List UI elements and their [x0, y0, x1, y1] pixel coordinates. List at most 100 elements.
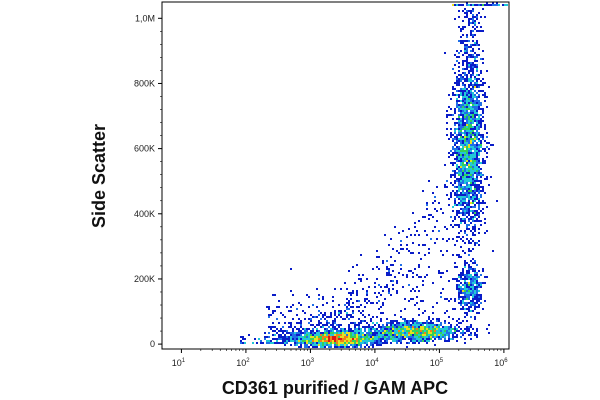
event-dot: [434, 326, 436, 328]
event-dot: [272, 322, 274, 324]
event-dot: [470, 218, 472, 220]
event-dot: [470, 144, 472, 146]
event-dot: [488, 4, 490, 6]
event-dot: [300, 304, 302, 306]
event-dot: [476, 138, 478, 140]
event-dot: [464, 202, 466, 204]
event-dot: [470, 22, 472, 24]
event-dot: [472, 192, 474, 194]
event-dot: [308, 306, 310, 308]
event-dot: [348, 334, 350, 336]
event-dot: [464, 262, 466, 264]
event-dot: [466, 124, 468, 126]
event-dot: [318, 334, 320, 336]
event-dot: [474, 298, 476, 300]
event-dot: [466, 74, 468, 76]
event-dot: [432, 332, 434, 334]
event-dot: [460, 204, 462, 206]
event-dot: [460, 142, 462, 144]
event-dot: [370, 334, 372, 336]
event-dot: [462, 106, 464, 108]
event-dot: [468, 264, 470, 266]
event-dot: [416, 332, 418, 334]
event-dot: [476, 130, 478, 132]
event-dot: [468, 90, 470, 92]
event-dot: [330, 312, 332, 314]
event-dot: [452, 190, 454, 192]
event-dot: [478, 124, 480, 126]
event-dot: [436, 334, 438, 336]
event-dot: [438, 230, 440, 232]
event-dot: [456, 90, 458, 92]
event-dot: [452, 308, 454, 310]
event-dot: [474, 262, 476, 264]
event-dot: [280, 336, 282, 338]
event-dot: [478, 174, 480, 176]
event-dot: [460, 296, 462, 298]
event-dot: [392, 320, 394, 322]
event-dot: [394, 340, 396, 342]
event-dot: [484, 82, 486, 84]
event-dot: [474, 58, 476, 60]
event-dot: [446, 240, 448, 242]
event-dot: [452, 138, 454, 140]
event-dot: [462, 164, 464, 166]
event-dot: [414, 268, 416, 270]
event-dot: [408, 338, 410, 340]
event-dot: [424, 334, 426, 336]
event-dot: [464, 126, 466, 128]
event-dot: [462, 334, 464, 336]
event-dot: [476, 198, 478, 200]
event-dot: [458, 302, 460, 304]
event-dot: [302, 342, 304, 344]
event-dot: [464, 220, 466, 222]
event-dot: [310, 330, 312, 332]
event-dot: [446, 298, 448, 300]
event-dot: [388, 336, 390, 338]
event-dot: [346, 336, 348, 338]
event-dot: [470, 98, 472, 100]
event-dot: [340, 332, 342, 334]
event-dot: [472, 72, 474, 74]
event-dot: [454, 150, 456, 152]
event-dot: [468, 268, 470, 270]
event-dot: [452, 336, 454, 338]
event-dot: [492, 250, 494, 252]
event-dot: [462, 198, 464, 200]
event-dot: [364, 328, 366, 330]
x-tick-label: 106: [494, 358, 508, 368]
event-dot: [316, 330, 318, 332]
event-dot: [462, 10, 464, 12]
event-dot: [474, 76, 476, 78]
event-dot: [366, 294, 368, 296]
event-dot: [468, 72, 470, 74]
event-dot: [456, 190, 458, 192]
event-dot: [462, 298, 464, 300]
event-dot: [412, 276, 414, 278]
event-dot: [460, 150, 462, 152]
event-dot: [466, 116, 468, 118]
event-dot: [480, 182, 482, 184]
event-dot: [466, 294, 468, 296]
event-dot: [400, 328, 402, 330]
event-dot: [376, 256, 378, 258]
event-dot: [468, 64, 470, 66]
event-dot: [474, 288, 476, 290]
event-dot: [474, 4, 476, 6]
event-dot: [472, 190, 474, 192]
event-dot: [478, 208, 480, 210]
event-dot: [288, 336, 290, 338]
event-dot: [480, 120, 482, 122]
event-dot: [476, 302, 478, 304]
event-dot: [324, 330, 326, 332]
event-dot: [482, 116, 484, 118]
event-dot: [416, 322, 418, 324]
event-dot: [336, 334, 338, 336]
event-dot: [308, 340, 310, 342]
event-dot: [464, 178, 466, 180]
event-dot: [462, 152, 464, 154]
event-dot: [454, 308, 456, 310]
event-dot: [474, 106, 476, 108]
event-dot: [316, 316, 318, 318]
